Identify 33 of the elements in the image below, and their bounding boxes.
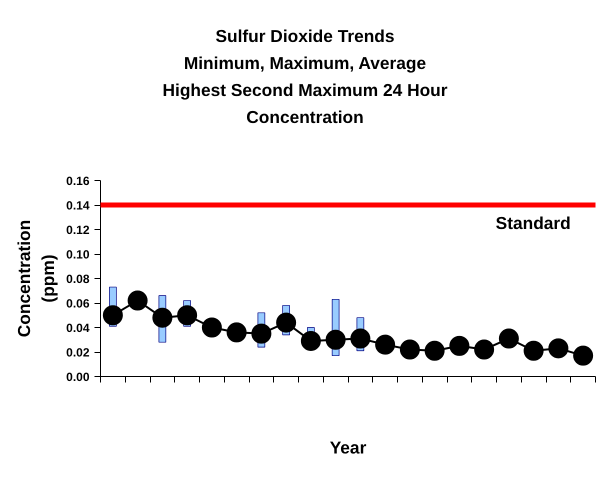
y-tick-label: 0.00 bbox=[66, 370, 90, 384]
point bbox=[449, 336, 470, 356]
chart-title: Sulfur Dioxide Trends Minimum, Maximum, Average Highest Second Maximum 24 Hour Concentration bbox=[162, 25, 448, 129]
point bbox=[152, 308, 172, 328]
point bbox=[177, 305, 198, 326]
point bbox=[350, 328, 370, 349]
y-tick-label: 0.10 bbox=[66, 248, 90, 262]
y-tick-label: 0.16 bbox=[66, 174, 90, 188]
point bbox=[300, 330, 321, 351]
point bbox=[102, 305, 123, 326]
x-axis-title: Year bbox=[330, 438, 367, 458]
y-tick-label: 0.12 bbox=[66, 223, 90, 237]
point bbox=[474, 340, 494, 360]
point bbox=[375, 334, 396, 355]
point bbox=[326, 330, 346, 350]
y-axis-title: Concentration (ppm) bbox=[14, 220, 58, 338]
point bbox=[400, 340, 420, 360]
point bbox=[548, 338, 568, 358]
point bbox=[573, 346, 594, 366]
point bbox=[524, 340, 544, 361]
y-tick-label: 0.06 bbox=[66, 296, 90, 310]
point bbox=[128, 290, 148, 311]
ref-line-label: Standard bbox=[496, 213, 571, 233]
y-tick-label: 0.08 bbox=[66, 272, 90, 286]
point bbox=[202, 318, 222, 338]
point bbox=[276, 312, 296, 333]
point bbox=[251, 324, 272, 344]
point bbox=[424, 340, 445, 361]
y-tick-label: 0.02 bbox=[66, 346, 90, 360]
y-tick-label: 0.04 bbox=[66, 321, 90, 335]
y-tick-label: 0.14 bbox=[66, 198, 90, 212]
point bbox=[498, 328, 519, 349]
point bbox=[226, 322, 247, 342]
